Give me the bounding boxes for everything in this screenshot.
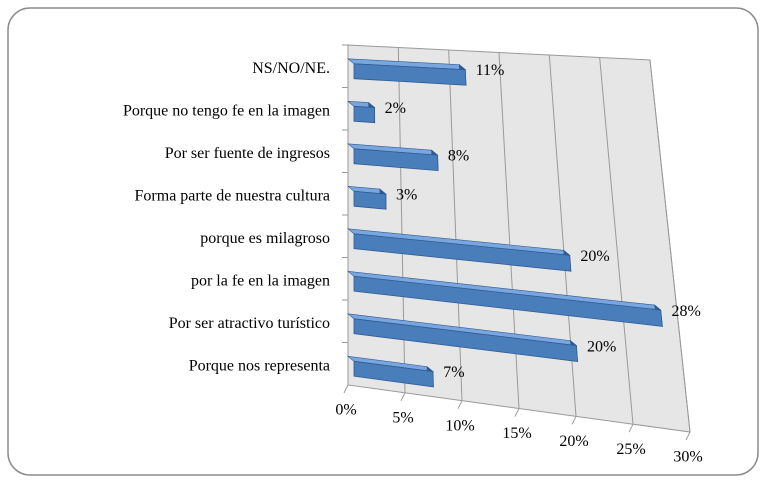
y-tick-label: NS/NO/NE. xyxy=(252,60,330,77)
x-tick-label: 30% xyxy=(673,449,702,466)
bar xyxy=(353,105,376,124)
value-label: 11% xyxy=(476,62,505,79)
value-label: 28% xyxy=(672,303,701,320)
y-tick-label: Forma parte de nuestra cultura xyxy=(135,187,330,204)
bar xyxy=(353,148,439,172)
value-label: 2% xyxy=(385,100,406,117)
tick-mark xyxy=(685,431,691,441)
bar xyxy=(353,63,467,86)
x-tick-label: 20% xyxy=(559,433,588,450)
tick-mark xyxy=(343,384,349,394)
bar xyxy=(353,233,572,272)
tick-mark xyxy=(514,408,520,417)
value-label: 7% xyxy=(443,364,464,381)
value-label: 8% xyxy=(448,148,469,165)
value-label: 20% xyxy=(587,338,616,355)
y-tick-label: por la fe en la imagen xyxy=(191,272,330,289)
tick-mark xyxy=(628,423,634,433)
x-tick-label: 15% xyxy=(502,425,531,442)
y-tick-label: Porque nos representa xyxy=(189,357,330,374)
grid-line xyxy=(599,57,634,425)
x-tick-label: 5% xyxy=(392,410,413,427)
y-tick-label: Porque no tengo fe en la imagen xyxy=(123,102,330,119)
y-tick-label: porque es milagroso xyxy=(200,230,330,247)
grid-line xyxy=(649,59,691,433)
bar xyxy=(353,360,434,388)
bar xyxy=(353,190,387,210)
value-label: 3% xyxy=(396,186,417,203)
tick-mark xyxy=(571,416,577,425)
tick-mark xyxy=(400,392,406,402)
tick-mark xyxy=(457,400,463,409)
x-tick-label: 0% xyxy=(335,402,356,419)
x-tick-label: 25% xyxy=(616,441,645,458)
bar xyxy=(353,318,579,362)
y-tick-label: Por ser fuente de ingresos xyxy=(165,145,330,162)
bar xyxy=(353,275,663,327)
value-label: 20% xyxy=(580,248,609,265)
x-tick-label: 10% xyxy=(445,417,474,434)
y-tick-label: Por ser atractivo turístico xyxy=(169,315,330,332)
